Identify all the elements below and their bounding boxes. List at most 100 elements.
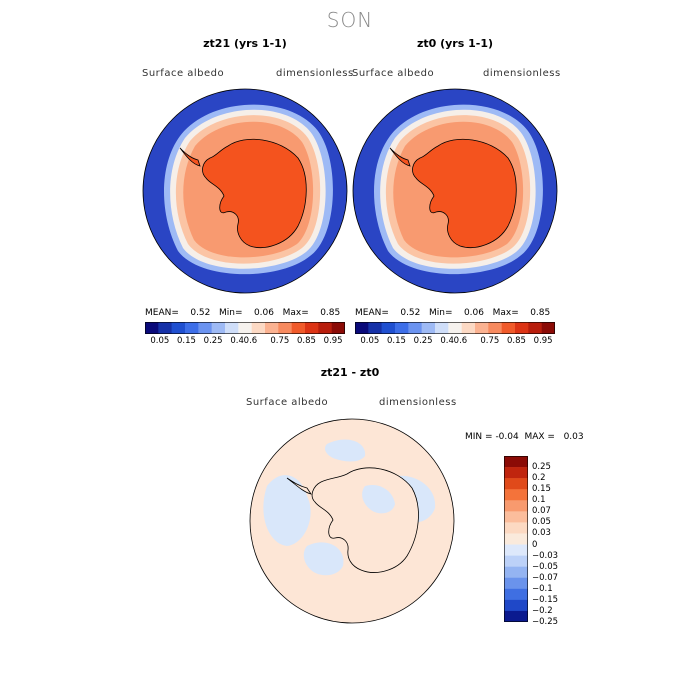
colorbar-swatch xyxy=(318,322,332,334)
difference-colorbar-swatch xyxy=(504,467,528,479)
colorbar-tick-label: 0.05 xyxy=(360,336,380,346)
difference-colorbar-label: 0 xyxy=(532,539,538,550)
antarctic-peninsula xyxy=(286,477,312,495)
panel-title-zt0: zt0 (yrs 1-1) xyxy=(416,37,494,50)
difference-colorbar-label: 0.2 xyxy=(532,473,546,484)
map-zt0 xyxy=(352,88,558,294)
difference-stats: MIN = -0.04 MAX = 0.03 xyxy=(465,432,584,442)
antarctic-peninsula xyxy=(179,147,201,167)
colorbar-swatch xyxy=(475,322,489,334)
colorbar-labels-zt0: 0.05 0.15 0.25 0.4 0.6 0.75 0.85 0.95 xyxy=(355,336,565,350)
difference-colorbar-swatch xyxy=(504,478,528,490)
colorbar-labels-zt21: 0.05 0.15 0.25 0.4 0.6 0.75 0.85 0.95 xyxy=(145,336,355,350)
colorbar-swatch xyxy=(145,322,159,334)
colorbar-swatch xyxy=(448,322,462,334)
colorbar-tick-label: 0.75 xyxy=(270,336,290,346)
colorbar-swatch xyxy=(158,322,172,334)
colorbar-swatch xyxy=(251,322,266,334)
difference-colorbar-swatch xyxy=(504,555,528,567)
difference-colorbar-label: 0.03 xyxy=(532,528,551,539)
difference-colorbar-swatch xyxy=(504,489,528,501)
colorbar-tick-label: 0.4 xyxy=(230,336,244,346)
colorbar-swatch xyxy=(408,322,422,334)
colorbar-tick-label: 0.6 xyxy=(453,336,468,346)
difference-colorbar-swatch xyxy=(504,599,528,612)
difference-colorbar-label: −0.15 xyxy=(532,594,559,605)
difference-colorbar-swatch xyxy=(504,544,528,556)
colorbar-swatch xyxy=(211,322,226,334)
colorbar-tick-label: 0.6 xyxy=(243,336,258,346)
difference-colorbar-label: −0.07 xyxy=(532,572,559,583)
negative-patch-south xyxy=(303,542,344,576)
map-border xyxy=(142,88,348,294)
colorbar-swatch xyxy=(541,322,555,334)
difference-colorbar-label: 0.1 xyxy=(532,495,546,506)
colorbar-zt0 xyxy=(355,322,555,334)
difference-colorbar-border xyxy=(504,456,528,622)
antarctica-continent xyxy=(202,138,307,248)
colorbar-tick-label: 0.25 xyxy=(203,336,223,346)
difference-colorbar-label: −0.1 xyxy=(532,583,553,594)
colorbar-swatch xyxy=(395,322,409,334)
colorbar-swatch xyxy=(278,322,292,334)
map-difference xyxy=(249,418,455,624)
colorbar-swatch xyxy=(185,322,199,334)
stats-zt21: MEAN= 0.52 Min= 0.06 Max= 0.85 xyxy=(145,308,341,318)
colorbar-swatch xyxy=(305,322,319,334)
difference-colorbar-label: −0.03 xyxy=(532,550,559,561)
difference-colorbar-swatch xyxy=(504,511,528,523)
difference-colorbar-label: −0.05 xyxy=(532,561,559,572)
difference-variable: Surface albedo xyxy=(246,397,329,408)
antarctica-continent xyxy=(311,467,419,573)
negative-patch-west xyxy=(263,475,311,546)
map-zt21 xyxy=(142,88,348,294)
colorbar-swatch xyxy=(238,322,252,334)
difference-colorbar-swatch xyxy=(504,566,528,579)
colorbar-border xyxy=(145,322,345,334)
colorbar-zt21 xyxy=(145,322,345,334)
antarctica-continent xyxy=(412,138,517,248)
colorbar-swatch xyxy=(421,322,436,334)
colorbar-tick-label: 0.95 xyxy=(533,336,553,346)
colorbar-swatch xyxy=(368,322,382,334)
colorbar-swatch xyxy=(265,322,279,334)
colorbar-swatch xyxy=(355,322,369,334)
colorbar-swatch xyxy=(515,322,529,334)
colorbar-swatch xyxy=(461,322,476,334)
difference-colorbar-swatch xyxy=(504,610,528,622)
colorbar-tick-label: 0.15 xyxy=(177,336,196,346)
panel-units-zt21: dimensionless xyxy=(276,68,354,79)
panel-units-zt0: dimensionless xyxy=(483,68,561,79)
difference-colorbar-swatch xyxy=(504,500,528,512)
difference-colorbar-label: −0.25 xyxy=(532,617,559,627)
antarctic-peninsula xyxy=(389,147,411,167)
difference-units: dimensionless xyxy=(379,397,457,408)
colorbar-swatch xyxy=(381,322,396,334)
negative-patch-north xyxy=(325,439,366,462)
difference-colorbar-label: 0.07 xyxy=(532,506,551,517)
difference-colorbar-swatch xyxy=(504,522,528,534)
colorbar-swatch xyxy=(225,322,239,334)
difference-colorbar-swatch xyxy=(504,533,528,545)
panel-variable-zt21: Surface albedo xyxy=(142,68,225,79)
colorbar-swatch xyxy=(488,322,502,334)
difference-colorbar-swatch xyxy=(504,577,528,590)
colorbar-tick-label: 0.85 xyxy=(297,336,316,346)
colorbar-swatch xyxy=(198,322,212,334)
stats-zt0: MEAN= 0.52 Min= 0.06 Max= 0.85 xyxy=(355,308,551,318)
difference-colorbar-label: 0.15 xyxy=(532,484,551,495)
colorbar-swatch xyxy=(528,322,542,334)
colorbar-tick-label: 0.95 xyxy=(323,336,343,346)
colorbar-tick-label: 0.05 xyxy=(150,336,170,346)
difference-colorbar-label: −0.2 xyxy=(532,605,553,616)
colorbar-swatch xyxy=(435,322,449,334)
difference-colorbar-swatch xyxy=(504,456,528,468)
difference-colorbar-label: 0.25 xyxy=(532,462,551,473)
map-border xyxy=(352,88,558,294)
difference-colorbar-labels: 0.25 0.2 0.15 0.1 0.07 0.05 0.03 0 −0.03 −0.05 −0.… xyxy=(532,456,612,627)
difference-colorbar xyxy=(504,456,528,622)
difference-colorbar-label: 0.05 xyxy=(532,517,551,528)
difference-title: zt21 - zt0 xyxy=(320,366,380,379)
panel-title-zt21: zt21 (yrs 1-1) xyxy=(203,37,287,50)
colorbar-swatch xyxy=(171,322,186,334)
